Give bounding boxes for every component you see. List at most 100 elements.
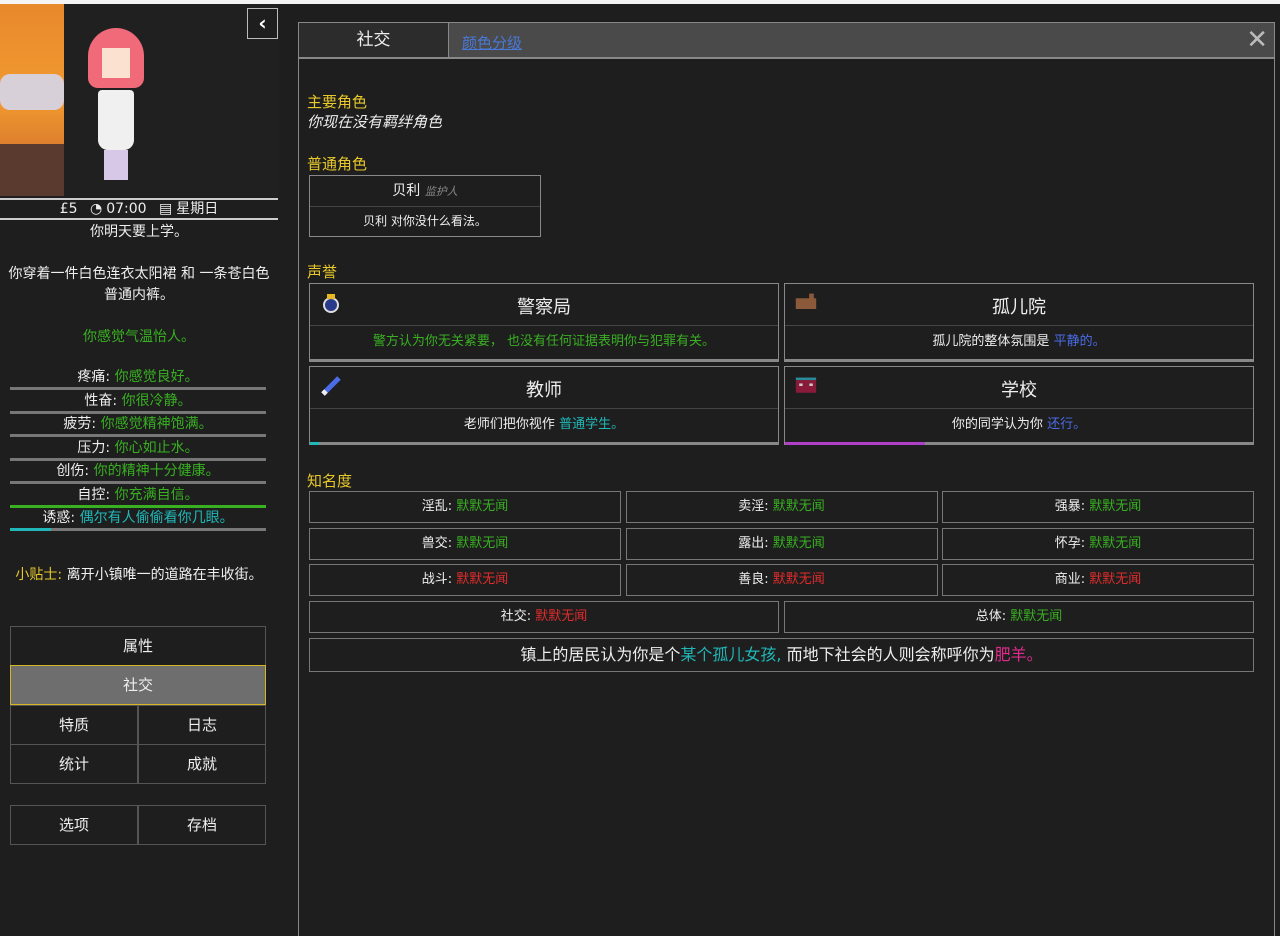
fame-label: 露出: <box>738 535 769 551</box>
reputation-text: 老师们把你视作 普通学生。 <box>310 409 778 441</box>
reputation-progress <box>310 442 320 445</box>
fame-label: 总体: <box>975 609 1007 624</box>
fame-item: 总体: 默默无闻 <box>784 601 1254 633</box>
weekday: 星期日 <box>176 201 219 217</box>
reputation-text: 警方认为你无关紧要， 也没有任何证据表明你与犯罪有关。 <box>310 326 778 358</box>
time: 07:00 <box>106 201 147 217</box>
stat-label: 性奋: <box>84 392 118 409</box>
nav-attributes-button[interactable]: 属性 <box>10 626 266 666</box>
stat-bar-fill <box>10 504 266 508</box>
fame-item: 社交: 默默无闻 <box>309 601 779 633</box>
stat-bar <box>10 504 266 508</box>
stat-bar <box>10 528 266 531</box>
stat-value: 你充满自信。 <box>114 486 199 503</box>
normal-characters-heading: 普通角色 <box>307 155 368 173</box>
nav-traits-button[interactable]: 特质 <box>10 705 138 745</box>
nav-saves-button[interactable]: 存档 <box>138 805 266 845</box>
money: £5 <box>59 201 78 217</box>
fame-label: 社交: <box>500 609 532 624</box>
tip-label: 小贴士: <box>15 567 63 583</box>
calendar-icon: ▤ <box>159 201 173 217</box>
stat-bar <box>10 434 266 437</box>
stat-bar-fill <box>10 528 51 531</box>
stat-value: 你的精神十分健康。 <box>93 463 220 479</box>
npc-card[interactable]: 贝利 监护人 贝利 对你没什么看法。 <box>309 175 541 237</box>
fame-label: 强暴: <box>1054 499 1086 514</box>
npc-role: 监护人 <box>424 185 458 198</box>
fame-item: 强暴: 默默无闻 <box>942 491 1254 523</box>
fame-value: 默默无闻 <box>1089 572 1142 587</box>
stat-value: 你感觉精神饱满。 <box>100 416 213 432</box>
status-bar: £5 ◔ 07:00 ▤ 星期日 <box>0 198 278 220</box>
stat-bar <box>10 387 266 390</box>
pencil-icon <box>320 375 342 397</box>
fame-value: 默默无闻 <box>456 499 509 514</box>
fame-value: 默默无闻 <box>1089 535 1142 551</box>
tab-bar: 社交 颜色分级 ✕ <box>299 23 1274 59</box>
town-perception: 镇上的居民认为你是个某个孤儿女孩, 而地下社会的人则会称呼你为肥羊。 <box>309 638 1254 672</box>
reputation-title: 学校 <box>785 367 1253 409</box>
stat-row: 疲劳: 你感觉精神饱满。 <box>10 415 266 433</box>
police-badge-icon <box>320 292 342 314</box>
stat-bar <box>10 457 266 461</box>
fame-item: 淫乱: 默默无闻 <box>309 491 621 523</box>
stat-value: 偶尔有人偷偷看你几眼。 <box>79 510 234 526</box>
fame-label: 善良: <box>738 572 769 587</box>
reputation-text: 你的同学认为你 还行。 <box>785 409 1253 441</box>
summary-pre: 镇上的居民认为你是个 <box>520 645 681 664</box>
reputation-card: 警察局 警方认为你无关紧要， 也没有任何证据表明你与犯罪有关。 <box>309 283 779 362</box>
reputation-title: 警察局 <box>310 284 778 326</box>
sidebar: ‹ £5 ◔ 07:00 ▤ 星期日 你明天要上学。 你穿着一件白色连衣太阳裙 和 … <box>0 4 278 936</box>
reputation-highlight: 还行。 <box>1047 417 1087 432</box>
background-scene <box>0 4 64 196</box>
reputation-card: 学校 你的同学认为你 还行。 <box>784 366 1254 445</box>
fame-item: 兽交: 默默无闻 <box>309 527 621 560</box>
stat-row: 性奋: 你很冷静。 <box>10 392 266 410</box>
stat-label: 自控: <box>77 486 111 503</box>
fame-item: 善良: 默默无闻 <box>625 564 938 596</box>
school-building-icon <box>795 375 817 397</box>
color-grading-link[interactable]: 颜色分级 <box>462 34 523 52</box>
npc-name: 贝利 <box>392 183 421 199</box>
tab-social[interactable]: 社交 <box>299 23 449 57</box>
tip: 小贴士: 离开小镇唯一的道路在丰收街。 <box>8 565 270 586</box>
fame-value: 默默无闻 <box>772 535 825 551</box>
reputation-card: 孤儿院 孤儿院的整体氛围是 平静的。 <box>784 283 1254 362</box>
reputation-text: 孤儿院的整体氛围是 平静的。 <box>785 326 1253 358</box>
nav-statistics-button[interactable]: 统计 <box>10 744 138 784</box>
reputation-title: 教师 <box>310 367 778 409</box>
fame-value: 默默无闻 <box>1010 609 1063 624</box>
nav-journal-button[interactable]: 日志 <box>138 705 266 745</box>
orphanage-building-icon <box>795 292 817 314</box>
top-border <box>0 0 1280 4</box>
fame-heading: 知名度 <box>307 472 353 490</box>
npc-opinion: 贝利 对你没什么看法。 <box>363 214 487 228</box>
fame-item: 露出: 默默无闻 <box>625 527 938 560</box>
nav-options-button[interactable]: 选项 <box>10 805 138 845</box>
stat-value: 你感觉良好。 <box>114 369 199 385</box>
summary-mid: 而地下社会的人则会称呼你为 <box>781 645 995 664</box>
nav-social-button[interactable]: 社交 <box>10 665 266 705</box>
fame-label: 卖淫: <box>738 499 769 514</box>
fame-value: 默默无闻 <box>456 535 509 551</box>
reputation-desc: 警方认为你无关紧要， 也没有任何证据表明你与犯罪有关。 <box>372 334 716 349</box>
stat-label: 创伤: <box>56 463 90 479</box>
stat-label: 疼痛: <box>77 369 111 385</box>
fame-item: 商业: 默默无闻 <box>942 564 1254 596</box>
fame-value: 默默无闻 <box>456 572 509 587</box>
close-icon[interactable]: ✕ <box>1246 25 1268 55</box>
primary-characters-text: 你现在没有羁绊角色 <box>307 113 443 131</box>
reputation-desc: 你的同学认为你 <box>951 417 1048 432</box>
reputation-desc: 老师们把你视作 <box>463 417 560 432</box>
chevron-left-icon[interactable]: ‹ <box>247 8 278 39</box>
reputation-progress <box>785 442 926 445</box>
summary-title: 某个孤儿女孩, <box>680 645 782 664</box>
nav-achievements-button[interactable]: 成就 <box>138 744 266 784</box>
stat-value: 你心如止水。 <box>114 439 199 456</box>
fame-item: 战斗: 默默无闻 <box>309 564 621 596</box>
tip-text: 离开小镇唯一的道路在丰收街。 <box>66 567 263 583</box>
reputation-highlight: 平静的。 <box>1053 334 1106 349</box>
reputation-highlight: 普通学生。 <box>559 417 625 432</box>
stat-label: 压力: <box>77 439 111 456</box>
fame-item: 怀孕: 默默无闻 <box>942 527 1254 560</box>
